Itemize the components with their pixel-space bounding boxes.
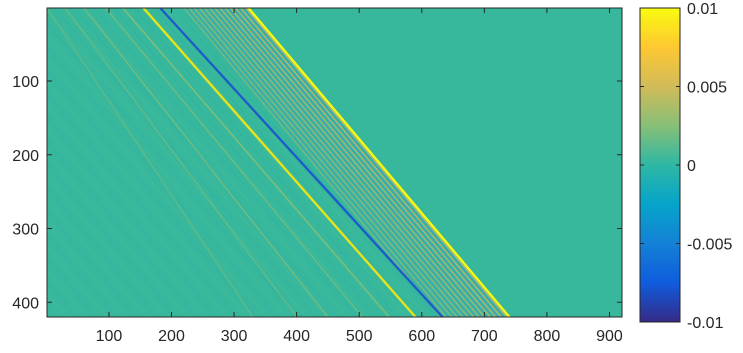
colorbar: 0.01 0.005 0 -0.005 -0.01 — [639, 1, 732, 332]
ripple-line — [47, 199, 147, 317]
oscillation-stripe — [191, 8, 450, 317]
plot-frame — [46, 7, 623, 318]
x-tick-label: 500 — [346, 328, 373, 345]
plot-area — [46, 7, 623, 318]
ripple-line — [47, 69, 257, 317]
ripple-line — [47, 81, 247, 317]
x-tick-label: 300 — [221, 328, 248, 345]
ripple-line — [47, 34, 288, 317]
ripple-line — [47, 140, 197, 317]
x-tick-label: 600 — [408, 328, 435, 345]
oscillation-stripe — [242, 8, 505, 317]
oscillation-stripe — [183, 8, 441, 317]
ripple-line — [47, 10, 308, 317]
heatmap-background — [47, 8, 622, 317]
oscillation-stripe — [227, 8, 488, 317]
ripple-line — [47, 246, 107, 317]
oscillation-stripe — [237, 8, 499, 317]
colorbar-fill — [640, 8, 680, 322]
x-tick-label: 700 — [471, 328, 498, 345]
oscillation-stripe — [222, 8, 483, 317]
x-tick-label: 100 — [96, 328, 123, 345]
ripple-line — [47, 163, 177, 317]
bands — [47, 8, 511, 317]
y-tick-label: 200 — [12, 148, 39, 165]
ripple-line — [47, 211, 137, 317]
oscillation-stripe — [211, 8, 472, 317]
ripple-line — [47, 57, 267, 317]
ripple-line — [173, 8, 438, 317]
band-line — [247, 8, 511, 317]
ripple-line — [47, 258, 97, 317]
colorbar-tick-label: -0.01 — [687, 315, 724, 332]
heatmap-layer — [47, 8, 511, 317]
band-line — [47, 8, 254, 317]
ripple-line — [63, 8, 328, 317]
ripple-line — [47, 187, 157, 317]
x-tick-label: 400 — [283, 328, 310, 345]
oscillation-stripe — [188, 8, 447, 317]
x-axis: 100 200 300 400 500 600 700 800 900 — [96, 8, 623, 345]
oscillation-stripe — [193, 8, 452, 317]
oscillation-stripe — [235, 8, 497, 317]
x-tick-label: 200 — [158, 328, 185, 345]
oscillation-stripe — [232, 8, 494, 317]
oscillation-stripe — [206, 8, 466, 317]
oscillation-stripe — [209, 8, 469, 317]
x-tick-label: 800 — [534, 328, 561, 345]
ripple-line — [83, 8, 348, 317]
ripple-line — [47, 22, 298, 317]
ripple-line — [47, 116, 217, 317]
band-line — [142, 8, 417, 317]
ripple-line — [47, 152, 187, 317]
ripple-line — [47, 105, 227, 317]
x-tick-label: 900 — [596, 328, 623, 345]
oscillation-stripe — [217, 8, 477, 317]
ripple-line — [47, 128, 207, 317]
ripple-line — [47, 175, 167, 317]
y-tick-label: 400 — [12, 295, 39, 312]
oscillation-stripe — [196, 8, 455, 317]
ripple-line — [113, 8, 378, 317]
band-line — [64, 8, 298, 317]
oscillation-stripe — [214, 8, 475, 317]
oscillation-stripe — [224, 8, 486, 317]
colorbar-tick-label: 0.005 — [687, 80, 727, 97]
ripple-line — [47, 46, 278, 317]
ripple-line — [47, 222, 127, 317]
band-line — [159, 8, 444, 317]
band-line — [83, 8, 329, 317]
ripple-line — [153, 8, 418, 317]
y-tick-label: 100 — [12, 74, 39, 91]
oscillation-stripe — [240, 8, 502, 317]
ripple-line — [47, 93, 237, 317]
oscillation-stripe — [245, 8, 508, 317]
band-line — [105, 8, 363, 317]
ripple-line — [47, 234, 117, 317]
y-tick-label: 300 — [12, 222, 39, 239]
colorbar-tick-label: 0.01 — [687, 1, 718, 18]
oscillation-stripe — [230, 8, 491, 317]
colorbar-tick-label: 0 — [687, 158, 696, 175]
y-axis: 100 200 300 400 — [12, 74, 622, 312]
band-line — [122, 8, 390, 317]
oscillation-stripe — [201, 8, 461, 317]
oscillation-stripe — [219, 8, 480, 317]
ripple-line — [53, 8, 318, 317]
ripple-line — [93, 8, 358, 317]
colorbar-ticks: 0.01 0.005 0 -0.005 -0.01 — [640, 1, 732, 332]
colorbar-tick-label: -0.005 — [687, 237, 732, 254]
ripple-line — [133, 8, 398, 317]
oscillation-stripe — [199, 8, 458, 317]
oscillation-stripe — [204, 8, 463, 317]
oscillation-stripe — [186, 8, 444, 317]
